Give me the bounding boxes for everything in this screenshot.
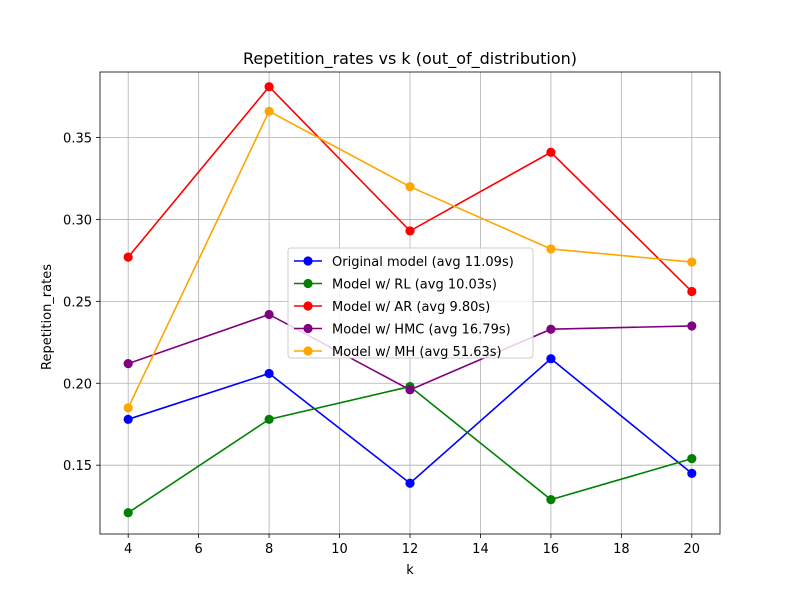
y-axis-label: Repetition_rates — [40, 264, 55, 370]
legend: Original model (avg 11.09s) Model w/ RL (… — [287, 247, 534, 360]
series-layer — [123, 82, 697, 518]
data-point — [123, 414, 133, 424]
series-group — [123, 309, 697, 395]
data-point — [264, 82, 274, 92]
data-point — [687, 468, 697, 478]
legend-marker — [303, 323, 313, 334]
y-tick-label: 0.35 — [63, 132, 92, 147]
legend-label: Original model (avg 11.09s) — [332, 255, 514, 270]
chart-title: Repetition_rates vs k (out_of_distributi… — [243, 49, 577, 69]
data-point — [546, 147, 556, 157]
legend-marker — [303, 346, 313, 356]
data-point — [687, 321, 697, 331]
axis-ticks: 4 6 8 10 12 14 16 18 20 0.15 0.20 0.25 0.30 0.35 — [63, 132, 700, 557]
data-point — [264, 414, 274, 424]
data-point — [123, 508, 133, 518]
data-point — [264, 309, 274, 320]
data-point — [687, 257, 697, 267]
series-group — [123, 82, 697, 297]
legend-label: Model w/ HMC (avg 16.79s) — [332, 323, 511, 338]
legend-marker — [303, 256, 313, 266]
x-tick-label: 10 — [331, 542, 348, 557]
data-point — [546, 244, 556, 254]
series-group — [123, 354, 697, 488]
y-tick-label: 0.15 — [63, 459, 92, 474]
x-tick-label: 16 — [543, 542, 560, 557]
x-tick-label: 20 — [684, 542, 701, 557]
x-tick-label: 12 — [402, 542, 419, 557]
x-tick-label: 4 — [124, 542, 132, 557]
legend-label: Model w/ RL (avg 10.03s) — [332, 278, 497, 293]
x-tick-label: 14 — [472, 542, 489, 557]
legend-box — [287, 247, 534, 359]
data-point — [405, 182, 415, 192]
data-point — [546, 354, 556, 364]
data-point — [687, 454, 697, 464]
data-point — [123, 359, 133, 369]
x-axis-label: k — [406, 563, 414, 578]
legend-label: Model w/ MH (avg 51.63s) — [332, 345, 502, 360]
legend-entry: Model w/ HMC (avg 16.79s) — [294, 323, 511, 338]
data-point — [405, 478, 415, 488]
legend-entry: Model w/ AR (avg 9.80s) — [294, 300, 490, 315]
data-point — [123, 252, 133, 262]
x-tick-label: 8 — [265, 542, 273, 557]
y-tick-label: 0.30 — [63, 213, 92, 228]
data-point — [546, 324, 556, 334]
legend-marker — [303, 278, 313, 289]
data-point — [687, 286, 697, 297]
series-group — [123, 106, 697, 413]
y-tick-label: 0.20 — [63, 377, 92, 392]
legend-marker — [303, 301, 313, 311]
data-point — [264, 106, 274, 116]
legend-label: Model w/ AR (avg 9.80s) — [332, 300, 490, 315]
legend-entry: Original model (avg 11.09s) — [294, 255, 514, 270]
legend-entry: Model w/ RL (avg 10.03s) — [294, 278, 497, 293]
x-tick-label: 6 — [194, 542, 202, 557]
y-tick-label: 0.25 — [63, 295, 92, 310]
data-point — [264, 368, 274, 379]
x-tick-label: 18 — [613, 542, 630, 557]
legend-entry: Model w/ MH (avg 51.63s) — [294, 345, 502, 360]
data-point — [405, 385, 415, 395]
data-point — [123, 403, 133, 413]
data-point — [405, 226, 415, 236]
data-point — [546, 494, 556, 505]
